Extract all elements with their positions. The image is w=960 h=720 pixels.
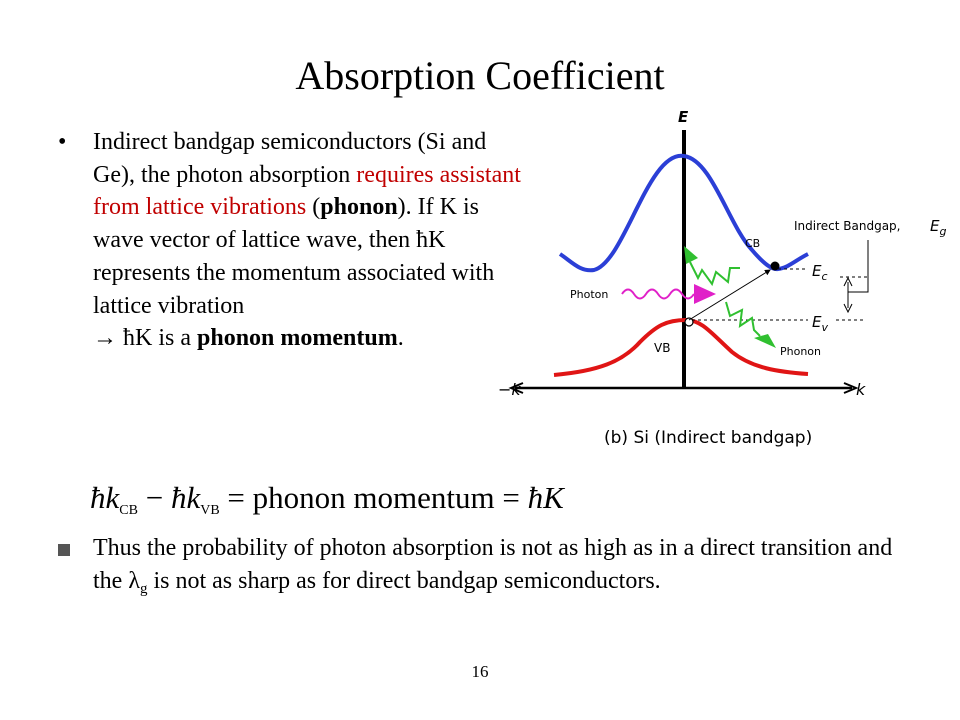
bullet2-text: Thus the probability of photon absorptio… — [93, 532, 918, 606]
indirect-transition-arrow — [688, 269, 771, 321]
label-CB: CB — [745, 237, 760, 250]
electron-dot — [770, 261, 780, 271]
bold-phonon: phonon — [320, 194, 398, 221]
phonon-wave-upper — [689, 261, 740, 287]
bullet-marker: • — [58, 129, 67, 155]
bullet-text-part3: ). If K is wave vector of lattice wave, … — [93, 194, 495, 319]
axis-label-minus-k: −k — [498, 380, 521, 399]
phonon-arrowhead-upper — [684, 246, 698, 264]
label-photon: Photon — [570, 288, 608, 301]
page-number: 16 — [471, 662, 489, 681]
bullet-text: Indirect bandgap semiconductors (Si and … — [93, 126, 528, 355]
k-axis-arrow-left — [508, 382, 524, 394]
eq-hbar-k-cb: ħk — [90, 480, 120, 515]
label-Eg: Eg — [930, 217, 946, 238]
eq-sub-cb: CB — [119, 503, 138, 518]
photon-arrowhead — [694, 284, 716, 304]
k-axis-arrow-right — [843, 382, 859, 394]
label-phonon: Phonon — [780, 345, 821, 358]
lambda-sub-g: g — [139, 581, 148, 597]
diagram-caption: (b) Si (Indirect bandgap) — [604, 428, 812, 448]
phonon-momentum-equation: ħkCB − ħkVB = phonon momentum = ħK — [90, 478, 564, 531]
slide-title: Absorption Coefficient — [295, 53, 665, 98]
label-indirect-bandgap: Indirect Bandgap, — [794, 219, 900, 233]
bullet-text-part2: ( — [306, 194, 321, 221]
bullet-probability: Thus the probability of photon absorptio… — [58, 532, 918, 606]
square-bullet-icon — [58, 544, 70, 556]
bullet2-part2: is not as sharp as for direct bandgap se… — [147, 568, 661, 594]
eq-hbar-K: ħK — [527, 480, 564, 515]
bullet-text-part5: . — [397, 325, 404, 352]
bullet-text-part4: ħK is a — [117, 325, 197, 352]
lambda-symbol: λ — [128, 568, 140, 594]
photon-wave — [621, 288, 695, 300]
bullet-text-part1: Indirect bandgap semiconductors (Si and … — [93, 129, 487, 188]
eg-bracket-line — [848, 240, 869, 293]
phonon-arrowhead-lower — [754, 334, 776, 348]
phonon-wave-lower — [725, 301, 761, 337]
axis-label-E: E — [678, 108, 689, 126]
bullet-red-text: requires assistant from lattice vibratio… — [93, 161, 521, 221]
eg-arrowhead-up — [843, 276, 853, 287]
arrow-symbol: → — [93, 325, 117, 352]
bold-phonon-momentum: phonon momentum — [197, 325, 398, 352]
label-VB: VB — [654, 341, 670, 355]
eq-hbar-k-vb: ħk — [170, 480, 201, 515]
label-Ev: Ev — [812, 313, 828, 334]
eq-minus: − — [137, 480, 171, 515]
eg-arrowhead-down — [843, 303, 853, 314]
bullet2-part1: Thus the probability of photon absorptio… — [93, 535, 893, 594]
axis-label-k: k — [856, 380, 866, 399]
eq-rest: = phonon momentum = — [219, 480, 528, 515]
valence-band-curve — [553, 317, 809, 377]
bullet-indirect-bandgap: • Indirect bandgap semiconductors (Si an… — [58, 126, 528, 355]
eq-sub-vb: VB — [200, 503, 220, 518]
label-Ec: Ec — [812, 262, 828, 283]
hole-circle — [684, 317, 694, 327]
